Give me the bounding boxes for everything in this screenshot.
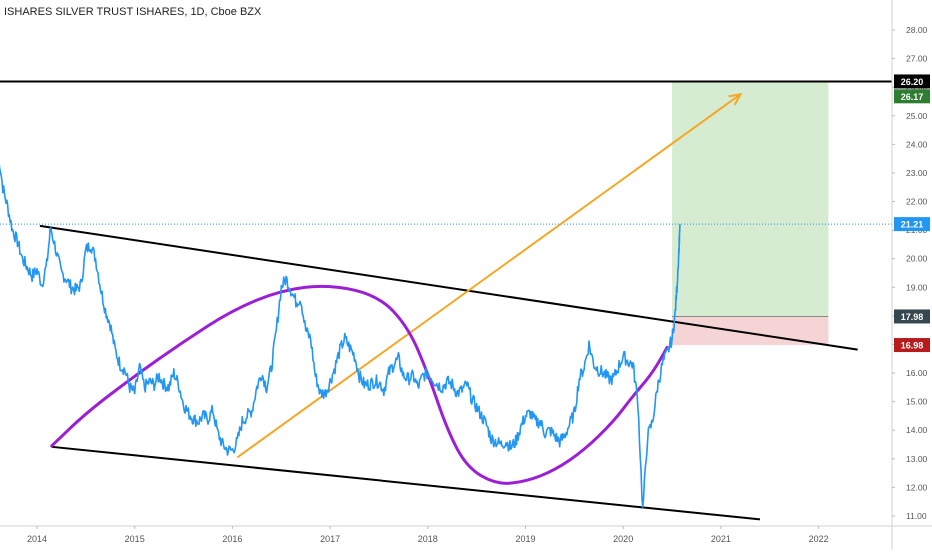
price-label-text: 26.17	[901, 92, 924, 102]
price-label-text: 16.98	[901, 341, 924, 351]
price-label-badge	[894, 89, 930, 104]
price-label-badge	[894, 74, 930, 89]
chart-title: ISHARES SILVER TRUST ISHARES, 1D, Cboe B…	[4, 6, 262, 18]
trend-line-1	[39, 224, 858, 351]
y-tick-label: 25.00	[906, 111, 928, 121]
x-tick-label: 2016	[222, 534, 242, 544]
price-label-text: 17.98	[901, 312, 924, 322]
x-tick-label: 2015	[125, 534, 145, 544]
price-label-text: 21.21	[901, 220, 924, 230]
price-label-text: 26.20	[901, 77, 924, 87]
y-tick-label: 16.00	[906, 368, 928, 378]
price-series-line	[0, 162, 681, 509]
profit-zone	[672, 82, 829, 317]
y-tick-label: 19.00	[906, 282, 928, 292]
trend-line-2	[51, 445, 761, 521]
y-tick-label: 20.00	[906, 254, 928, 264]
y-tick-label: 11.00	[906, 511, 927, 521]
x-tick-label: 2021	[711, 534, 731, 544]
price-label-badge	[894, 217, 930, 232]
y-tick-label: 28.00	[906, 25, 928, 35]
price-label-badge	[894, 338, 930, 353]
y-tick-label: 22.00	[906, 197, 928, 207]
y-tick-label: 12.00	[906, 482, 928, 492]
price-label-badge	[894, 309, 930, 324]
y-tick-label: 23.00	[906, 168, 928, 178]
x-tick-label: 2020	[613, 534, 633, 544]
target-arrow-head	[728, 92, 743, 106]
x-tick-label: 2022	[809, 534, 829, 544]
x-tick-label: 2014	[27, 534, 47, 544]
y-tick-label: 15.00	[906, 397, 928, 407]
x-tick-label: 2019	[515, 534, 535, 544]
y-tick-label: 13.00	[906, 454, 928, 464]
y-tick-label: 27.00	[906, 54, 928, 64]
target-arrow-line	[236, 93, 742, 459]
y-tick-label: 24.00	[906, 139, 928, 149]
y-tick-label: 14.00	[906, 425, 928, 435]
x-tick-label: 2018	[418, 534, 438, 544]
x-tick-label: 2017	[320, 534, 340, 544]
